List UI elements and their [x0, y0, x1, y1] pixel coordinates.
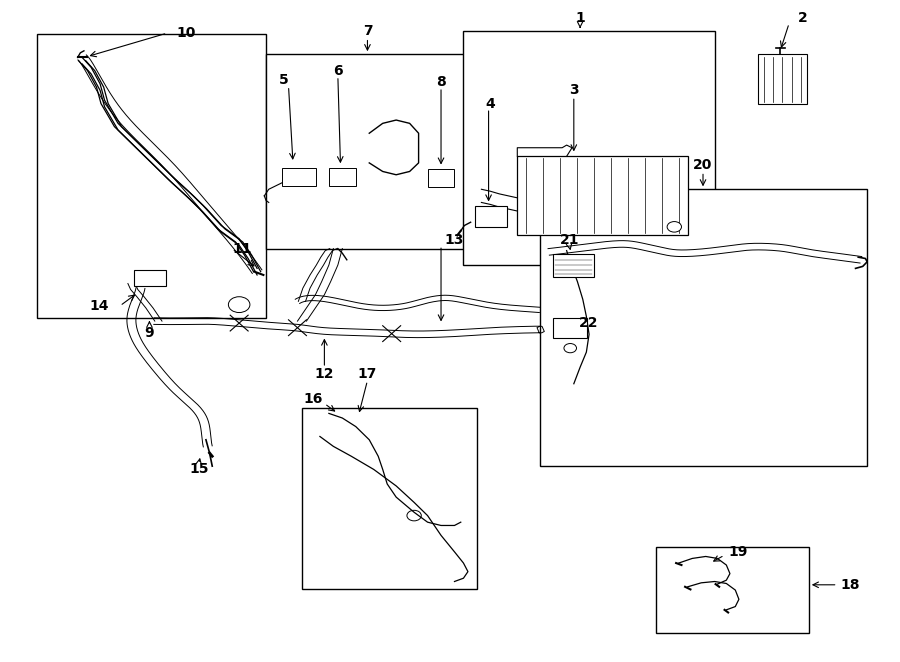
Circle shape — [667, 222, 681, 232]
Text: 20: 20 — [693, 158, 713, 172]
Text: 16: 16 — [304, 392, 323, 406]
Text: 11: 11 — [233, 242, 252, 256]
Text: 2: 2 — [797, 11, 807, 25]
Bar — [758, 54, 807, 103]
Text: 14: 14 — [90, 299, 109, 313]
Text: 10: 10 — [176, 26, 195, 40]
Text: 12: 12 — [315, 367, 334, 381]
Bar — [554, 254, 594, 277]
Text: 18: 18 — [841, 578, 859, 592]
Bar — [328, 167, 356, 186]
Bar — [266, 54, 468, 249]
Text: 17: 17 — [358, 367, 377, 381]
Bar — [656, 547, 809, 633]
Text: 15: 15 — [189, 463, 209, 477]
Text: 22: 22 — [580, 316, 598, 330]
Bar — [302, 408, 477, 589]
Text: 21: 21 — [560, 233, 579, 247]
Bar — [283, 167, 316, 186]
Bar — [554, 318, 588, 338]
Bar — [464, 31, 715, 265]
Text: 8: 8 — [436, 75, 446, 89]
Bar — [428, 169, 454, 187]
Text: 7: 7 — [363, 24, 373, 38]
Bar — [37, 34, 266, 318]
Bar — [518, 156, 688, 236]
Text: 19: 19 — [728, 545, 748, 559]
Text: 1: 1 — [575, 11, 585, 25]
Text: 6: 6 — [333, 64, 343, 77]
Text: 13: 13 — [445, 233, 464, 247]
Bar — [475, 206, 507, 227]
Text: 9: 9 — [145, 326, 154, 340]
Text: 3: 3 — [569, 83, 579, 97]
Bar — [540, 189, 868, 466]
Text: 5: 5 — [279, 73, 289, 87]
Text: 4: 4 — [485, 97, 495, 111]
Bar — [134, 269, 166, 286]
